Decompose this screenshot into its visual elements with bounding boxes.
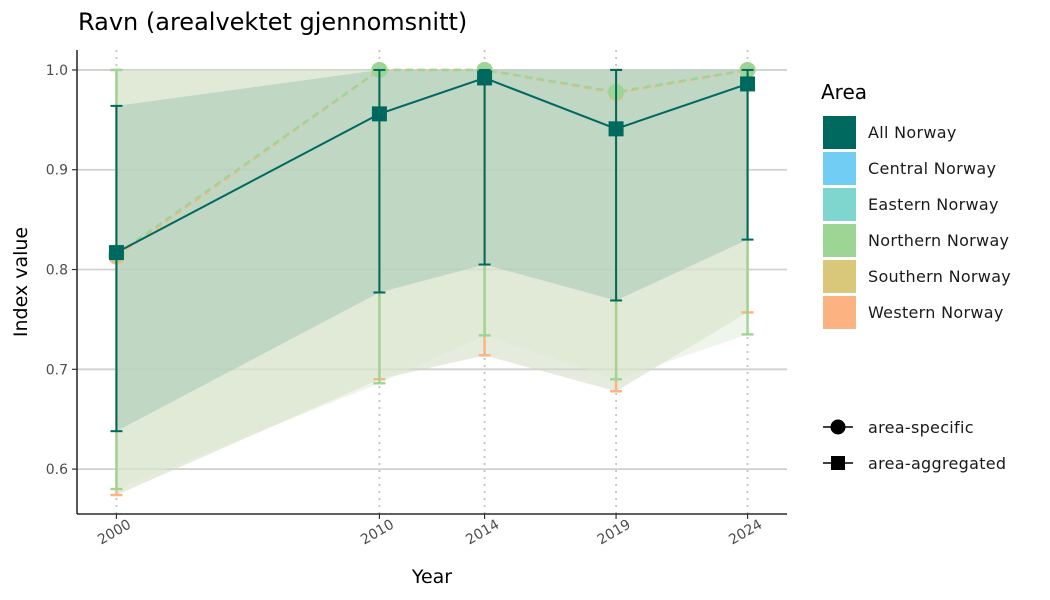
legend-shape-circle	[830, 419, 846, 435]
x-tick-label: 2000	[95, 517, 134, 549]
x-tick-label: 2024	[726, 517, 765, 549]
y-tick-label: 1.0	[46, 63, 68, 79]
chart-title: Ravn (arealvektet gjennomsnitt)	[78, 8, 467, 36]
y-ticks: 0.6 0.7 0.8 0.9 1.0	[46, 63, 77, 478]
point-all-norway	[371, 106, 387, 122]
x-tick-label: 2014	[463, 517, 502, 549]
x-tick-label: 2010	[358, 517, 397, 549]
y-tick-label: 0.9	[46, 163, 68, 179]
legend-key-northern-norway	[823, 224, 856, 257]
y-tick-label: 0.8	[46, 263, 68, 279]
legend: Area All Norway Central Norway Eastern Nor…	[821, 80, 1011, 473]
point-all-norway	[608, 121, 624, 137]
legend-key-all-norway	[823, 116, 856, 149]
confidence-ribbons	[116, 69, 748, 496]
legend-label: Western Norway	[868, 303, 1004, 322]
y-tick-label: 0.6	[46, 462, 68, 478]
x-ticks: 2000 2010 2014 2019 2024	[95, 514, 765, 548]
legend-title: Area	[821, 80, 867, 104]
legend-shape-square	[831, 456, 845, 470]
legend-key-central-norway	[823, 152, 856, 185]
axes	[76, 50, 787, 515]
point-all-norway	[477, 70, 493, 86]
legend-label: Central Norway	[868, 159, 996, 178]
legend-label: Northern Norway	[868, 231, 1009, 250]
ribbon-all-norway	[116, 69, 748, 432]
legend-key-western-norway	[823, 296, 856, 329]
legend-label: Southern Norway	[868, 267, 1011, 286]
legend-shape-label: area-aggregated	[868, 454, 1006, 473]
y-axis-title: Index value	[10, 227, 32, 337]
x-axis-title: Year	[411, 566, 452, 588]
legend-label: Eastern Norway	[868, 195, 999, 214]
legend-label: All Norway	[868, 123, 957, 142]
series	[108, 61, 756, 497]
legend-key-eastern-norway	[823, 188, 856, 221]
point-all-norway	[740, 76, 756, 92]
point-all-norway	[108, 245, 124, 261]
y-tick-label: 0.7	[46, 362, 68, 378]
legend-key-southern-norway	[823, 260, 856, 293]
x-tick-label: 2019	[595, 517, 634, 549]
legend-shape-label: area-specific	[868, 418, 974, 437]
